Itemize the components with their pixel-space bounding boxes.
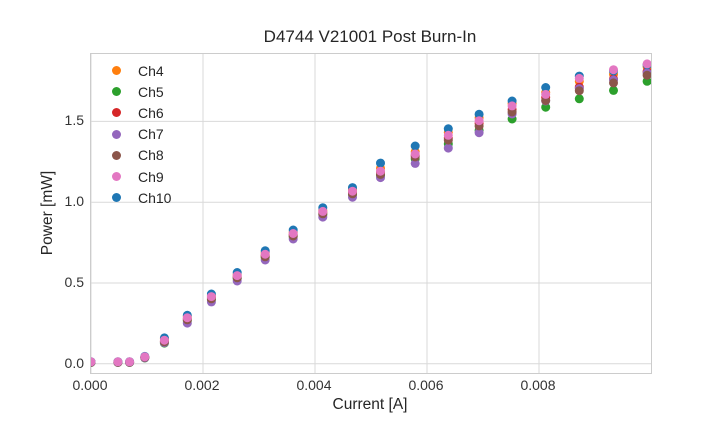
legend-marker-icon xyxy=(112,66,121,76)
chart-title: D4744 V21001 Post Burn-In xyxy=(263,27,477,46)
legend-marker-icon xyxy=(112,150,121,160)
scatter-point-ch8 xyxy=(609,78,618,88)
y-tick-label: 0.0 xyxy=(64,354,84,371)
legend-marker-icon xyxy=(112,193,121,203)
legend-item-ch4: Ch4 xyxy=(112,60,171,81)
scatter-point-ch9 xyxy=(541,89,551,99)
legend-item-ch9: Ch9 xyxy=(112,166,171,187)
scatter-point-ch9 xyxy=(318,206,328,216)
scatter-point-ch9 xyxy=(376,166,385,176)
scatter-point-ch9 xyxy=(140,352,150,362)
legend-item-ch7: Ch7 xyxy=(112,124,171,145)
legend-label: Ch8 xyxy=(138,147,164,164)
legend-marker-icon xyxy=(112,87,121,97)
scatter-point-ch10 xyxy=(376,158,385,168)
scatter-point-ch5 xyxy=(541,102,551,112)
scatter-point-ch9 xyxy=(474,116,484,126)
scatter-point-ch10 xyxy=(474,109,484,119)
scatter-point-ch9 xyxy=(410,149,420,159)
x-tick-label: 0.008 xyxy=(520,377,556,393)
legend-label: Ch7 xyxy=(138,126,164,143)
scatter-point-ch10 xyxy=(443,124,453,134)
scatter-point-ch7 xyxy=(410,158,420,168)
scatter-point-ch9 xyxy=(125,357,135,367)
scatter-point-ch9 xyxy=(507,101,517,111)
scatter-point-ch7 xyxy=(474,128,484,138)
scatter-point-ch10 xyxy=(410,141,420,151)
scatter-point-ch5 xyxy=(574,94,584,104)
x-tick-label: 0.002 xyxy=(184,377,220,393)
legend-item-ch6: Ch6 xyxy=(112,102,171,123)
legend-marker-icon xyxy=(112,129,121,139)
scatter-point-ch8 xyxy=(642,70,651,80)
scatter-point-ch9 xyxy=(443,130,453,140)
scatter-point-ch9 xyxy=(206,292,216,302)
scatter-point-ch9 xyxy=(113,357,123,367)
scatter-point-ch10 xyxy=(541,83,551,92)
scatter-point-ch9 xyxy=(348,186,357,196)
legend-label: Ch6 xyxy=(138,104,164,121)
legend-item-ch5: Ch5 xyxy=(112,81,171,102)
y-tick-label: 1.5 xyxy=(64,112,84,129)
scatter-point-ch9 xyxy=(182,313,192,323)
scatter-point-ch9 xyxy=(91,357,96,367)
y-tick-label: 0.5 xyxy=(64,273,84,290)
legend-label: Ch4 xyxy=(138,62,164,79)
legend-item-ch10: Ch10 xyxy=(112,187,171,208)
scatter-point-ch8 xyxy=(574,86,584,96)
x-tick-label: 0.004 xyxy=(296,377,332,393)
legend-item-ch8: Ch8 xyxy=(112,145,171,166)
legend-label: Ch10 xyxy=(138,189,172,206)
scatter-point-ch9 xyxy=(574,73,584,83)
legend-label: Ch9 xyxy=(138,168,164,185)
x-axis-label: Current [A] xyxy=(332,396,408,413)
scatter-point-ch9 xyxy=(288,229,298,238)
legend-label: Ch5 xyxy=(138,83,164,100)
y-axis-label: Power [mW] xyxy=(39,170,56,256)
legend-marker-icon xyxy=(112,172,121,182)
x-tick-label: 0.006 xyxy=(408,377,444,393)
scatter-plot-canvas xyxy=(91,54,651,373)
y-tick-label: 1.0 xyxy=(64,193,84,210)
x-tick-label: 0.000 xyxy=(72,377,108,393)
scatter-point-ch5 xyxy=(609,85,618,95)
scatter-point-ch9 xyxy=(260,249,270,259)
scatter-point-ch9 xyxy=(642,59,651,69)
plot-area xyxy=(90,53,652,374)
legend-marker-icon xyxy=(112,108,121,118)
scatter-point-ch9 xyxy=(232,271,242,281)
scatter-point-ch9 xyxy=(609,65,618,75)
legend: Ch4 Ch5 Ch6 Ch7 Ch8 Ch9 Ch10 xyxy=(112,60,171,208)
scatter-point-ch7 xyxy=(443,143,453,153)
scatter-point-ch9 xyxy=(159,335,169,345)
